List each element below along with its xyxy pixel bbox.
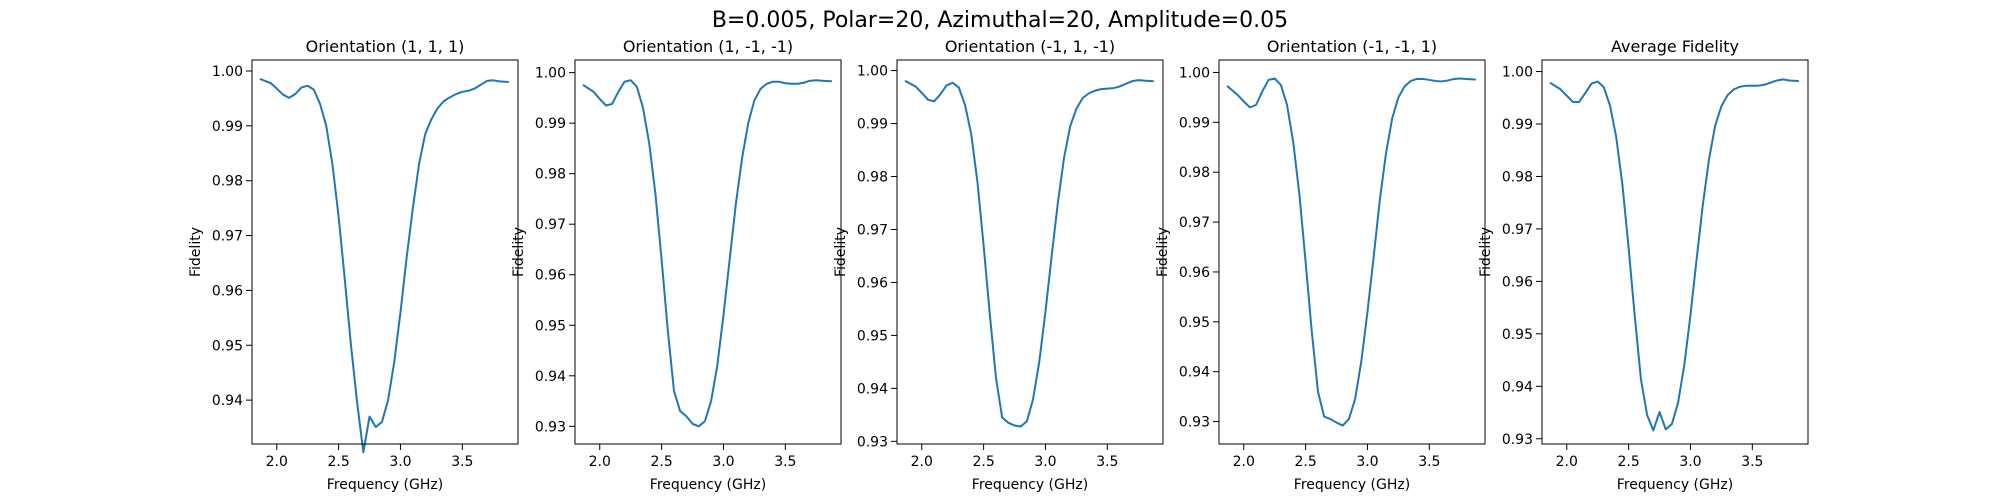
x-tick-label: 3.0 [1034, 454, 1056, 470]
x-axis-label: Frequency (GHz) [1617, 477, 1733, 493]
figure-suptitle: B=0.005, Polar=20, Azimuthal=20, Amplitu… [712, 8, 1288, 33]
x-axis-label: Frequency (GHz) [327, 477, 443, 493]
y-tick-label: 0.96 [857, 275, 888, 291]
y-tick-label: 0.99 [535, 116, 566, 132]
y-tick-label: 0.98 [1179, 165, 1210, 181]
x-tick-label: 2.5 [650, 454, 672, 470]
x-tick-label: 3.0 [1356, 454, 1378, 470]
y-tick-label: 0.99 [857, 117, 888, 133]
y-axis-label: Fidelity [1155, 227, 1171, 277]
axes-frame [1218, 59, 1486, 445]
x-tick-label: 3.5 [1418, 454, 1440, 470]
axes-frame [896, 59, 1164, 445]
y-tick-label: 0.97 [212, 229, 243, 245]
y-axis-label: Fidelity [511, 227, 527, 277]
y-tick-label: 0.94 [535, 369, 566, 385]
y-tick-label: 0.95 [857, 328, 888, 344]
series-line-1 [1226, 77, 1477, 427]
y-tick-label: 0.95 [1179, 315, 1210, 331]
y-tick-label: 0.98 [535, 167, 566, 183]
x-tick-label: 2.5 [972, 454, 994, 470]
x-axis-label: Frequency (GHz) [1294, 477, 1410, 493]
x-axis-label: Frequency (GHz) [650, 477, 766, 493]
y-tick-label: 0.99 [1179, 115, 1210, 131]
subplot-1: Orientation (1, 1, 1) 2.0 2.5 3.0 3.5 0.94 0.9… [188, 37, 519, 493]
axes-frame [574, 59, 842, 445]
subplot-grid: Orientation (1, 1, 1) 2.0 2.5 3.0 3.5 0.94 0.9… [188, 37, 1809, 493]
y-axis-label: Fidelity [188, 227, 204, 277]
x-tick-label: 2.5 [1294, 454, 1316, 470]
y-tick-label: 0.99 [1502, 117, 1533, 133]
subplot-title: Orientation (1, 1, 1) [306, 37, 465, 56]
y-tick-label: 0.99 [212, 119, 243, 135]
y-tick-label: 1.00 [857, 64, 888, 80]
x-tick-label: 3.0 [712, 454, 734, 470]
x-tick-label: 2.0 [266, 454, 288, 470]
x-tick-label: 3.0 [1679, 454, 1701, 470]
y-tick-label: 0.98 [857, 170, 888, 186]
subplot-4: Orientation (-1, -1, 1) 2.0 2.5 3.0 3.5 0.93 0… [1155, 37, 1486, 493]
x-axis-label: Frequency (GHz) [972, 477, 1088, 493]
y-tick-label: 1.00 [1502, 65, 1533, 81]
y-axis-label: Fidelity [833, 227, 849, 277]
x-tick-label: 2.0 [1233, 454, 1255, 470]
y-axis-label: Fidelity [1478, 227, 1494, 277]
x-tick-label: 3.5 [1096, 454, 1118, 470]
subplot-3: Orientation (-1, 1, -1) 2.0 2.5 3.0 3.5 0.93 0… [833, 37, 1164, 493]
x-tick-label: 3.5 [1741, 454, 1763, 470]
x-tick-label: 2.0 [589, 454, 611, 470]
y-tick-label: 0.94 [1179, 365, 1210, 381]
x-tick-label: 3.0 [389, 454, 411, 470]
y-tick-label: 0.95 [535, 318, 566, 334]
y-tick-label: 0.98 [1502, 169, 1533, 185]
x-tick-label: 3.5 [451, 454, 473, 470]
y-tick-label: 0.93 [535, 419, 566, 435]
x-tick-label: 3.5 [774, 454, 796, 470]
y-tick-label: 0.98 [212, 174, 243, 190]
subplot-title: Orientation (1, -1, -1) [623, 37, 793, 56]
y-tick-label: 0.94 [857, 381, 888, 397]
series-line-1 [582, 79, 833, 428]
subplot-5: Average Fidelity 2.0 2.5 3.0 3.5 0.93 0.94 0.95… [1478, 37, 1809, 493]
x-tick-label: 2.5 [1617, 454, 1639, 470]
y-tick-label: 0.95 [212, 338, 243, 354]
series-line-1 [1549, 78, 1800, 432]
y-tick-label: 0.96 [1179, 265, 1210, 281]
y-tick-label: 0.96 [535, 268, 566, 284]
x-tick-label: 2.0 [1556, 454, 1578, 470]
series-line-1 [259, 78, 510, 454]
y-tick-label: 0.97 [535, 217, 566, 233]
series-line-1 [904, 79, 1155, 428]
y-tick-label: 0.93 [1179, 415, 1210, 431]
x-tick-label: 2.5 [327, 454, 349, 470]
subplot-title: Orientation (-1, -1, 1) [1267, 37, 1437, 56]
y-tick-label: 0.95 [1502, 327, 1533, 343]
x-tick-label: 2.0 [911, 454, 933, 470]
axes-frame [251, 59, 519, 445]
y-tick-label: 1.00 [212, 64, 243, 80]
y-tick-label: 0.94 [212, 393, 243, 409]
subplot-title: Orientation (-1, 1, -1) [945, 37, 1115, 56]
y-tick-label: 0.96 [212, 283, 243, 299]
y-tick-label: 0.97 [1502, 222, 1533, 238]
axes-frame [1541, 59, 1809, 445]
y-tick-label: 0.97 [1179, 215, 1210, 231]
subplot-title: Average Fidelity [1611, 37, 1739, 56]
y-tick-label: 0.97 [857, 222, 888, 238]
y-tick-label: 0.96 [1502, 274, 1533, 290]
y-tick-label: 1.00 [1179, 65, 1210, 81]
y-tick-label: 0.94 [1502, 379, 1533, 395]
y-tick-label: 0.93 [857, 434, 888, 450]
subplot-2: Orientation (1, -1, -1) 2.0 2.5 3.0 3.5 0.93 0… [511, 37, 842, 493]
y-tick-label: 0.93 [1502, 432, 1533, 448]
y-tick-label: 1.00 [535, 66, 566, 82]
